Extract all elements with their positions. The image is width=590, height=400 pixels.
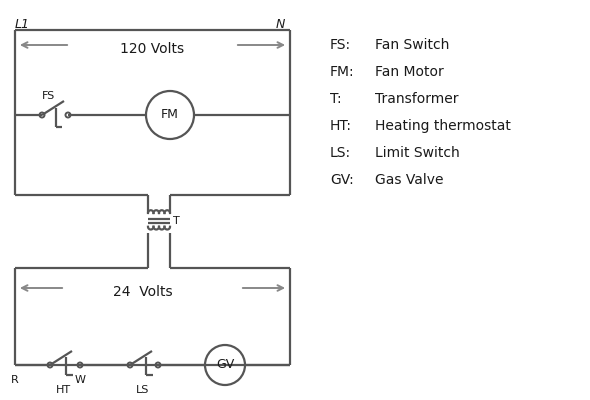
Text: HT:: HT: [330,119,352,133]
Text: HT: HT [55,385,71,395]
Text: 120 Volts: 120 Volts [120,42,185,56]
Text: FM:: FM: [330,65,355,79]
Text: 24  Volts: 24 Volts [113,285,172,299]
Text: N: N [276,18,285,31]
Text: LS:: LS: [330,146,351,160]
Text: Gas Valve: Gas Valve [375,173,444,187]
Text: R: R [11,375,19,385]
Text: FM: FM [161,108,179,122]
Text: Fan Switch: Fan Switch [375,38,450,52]
Text: Heating thermostat: Heating thermostat [375,119,511,133]
Text: GV: GV [216,358,234,372]
Text: LS: LS [136,385,150,395]
Text: FS:: FS: [330,38,351,52]
Text: Limit Switch: Limit Switch [375,146,460,160]
Text: GV:: GV: [330,173,354,187]
Text: T: T [173,216,180,226]
Text: W: W [74,375,86,385]
Text: FS: FS [42,91,55,101]
Text: Fan Motor: Fan Motor [375,65,444,79]
Text: L1: L1 [15,18,30,31]
Text: T:: T: [330,92,342,106]
Text: Transformer: Transformer [375,92,458,106]
